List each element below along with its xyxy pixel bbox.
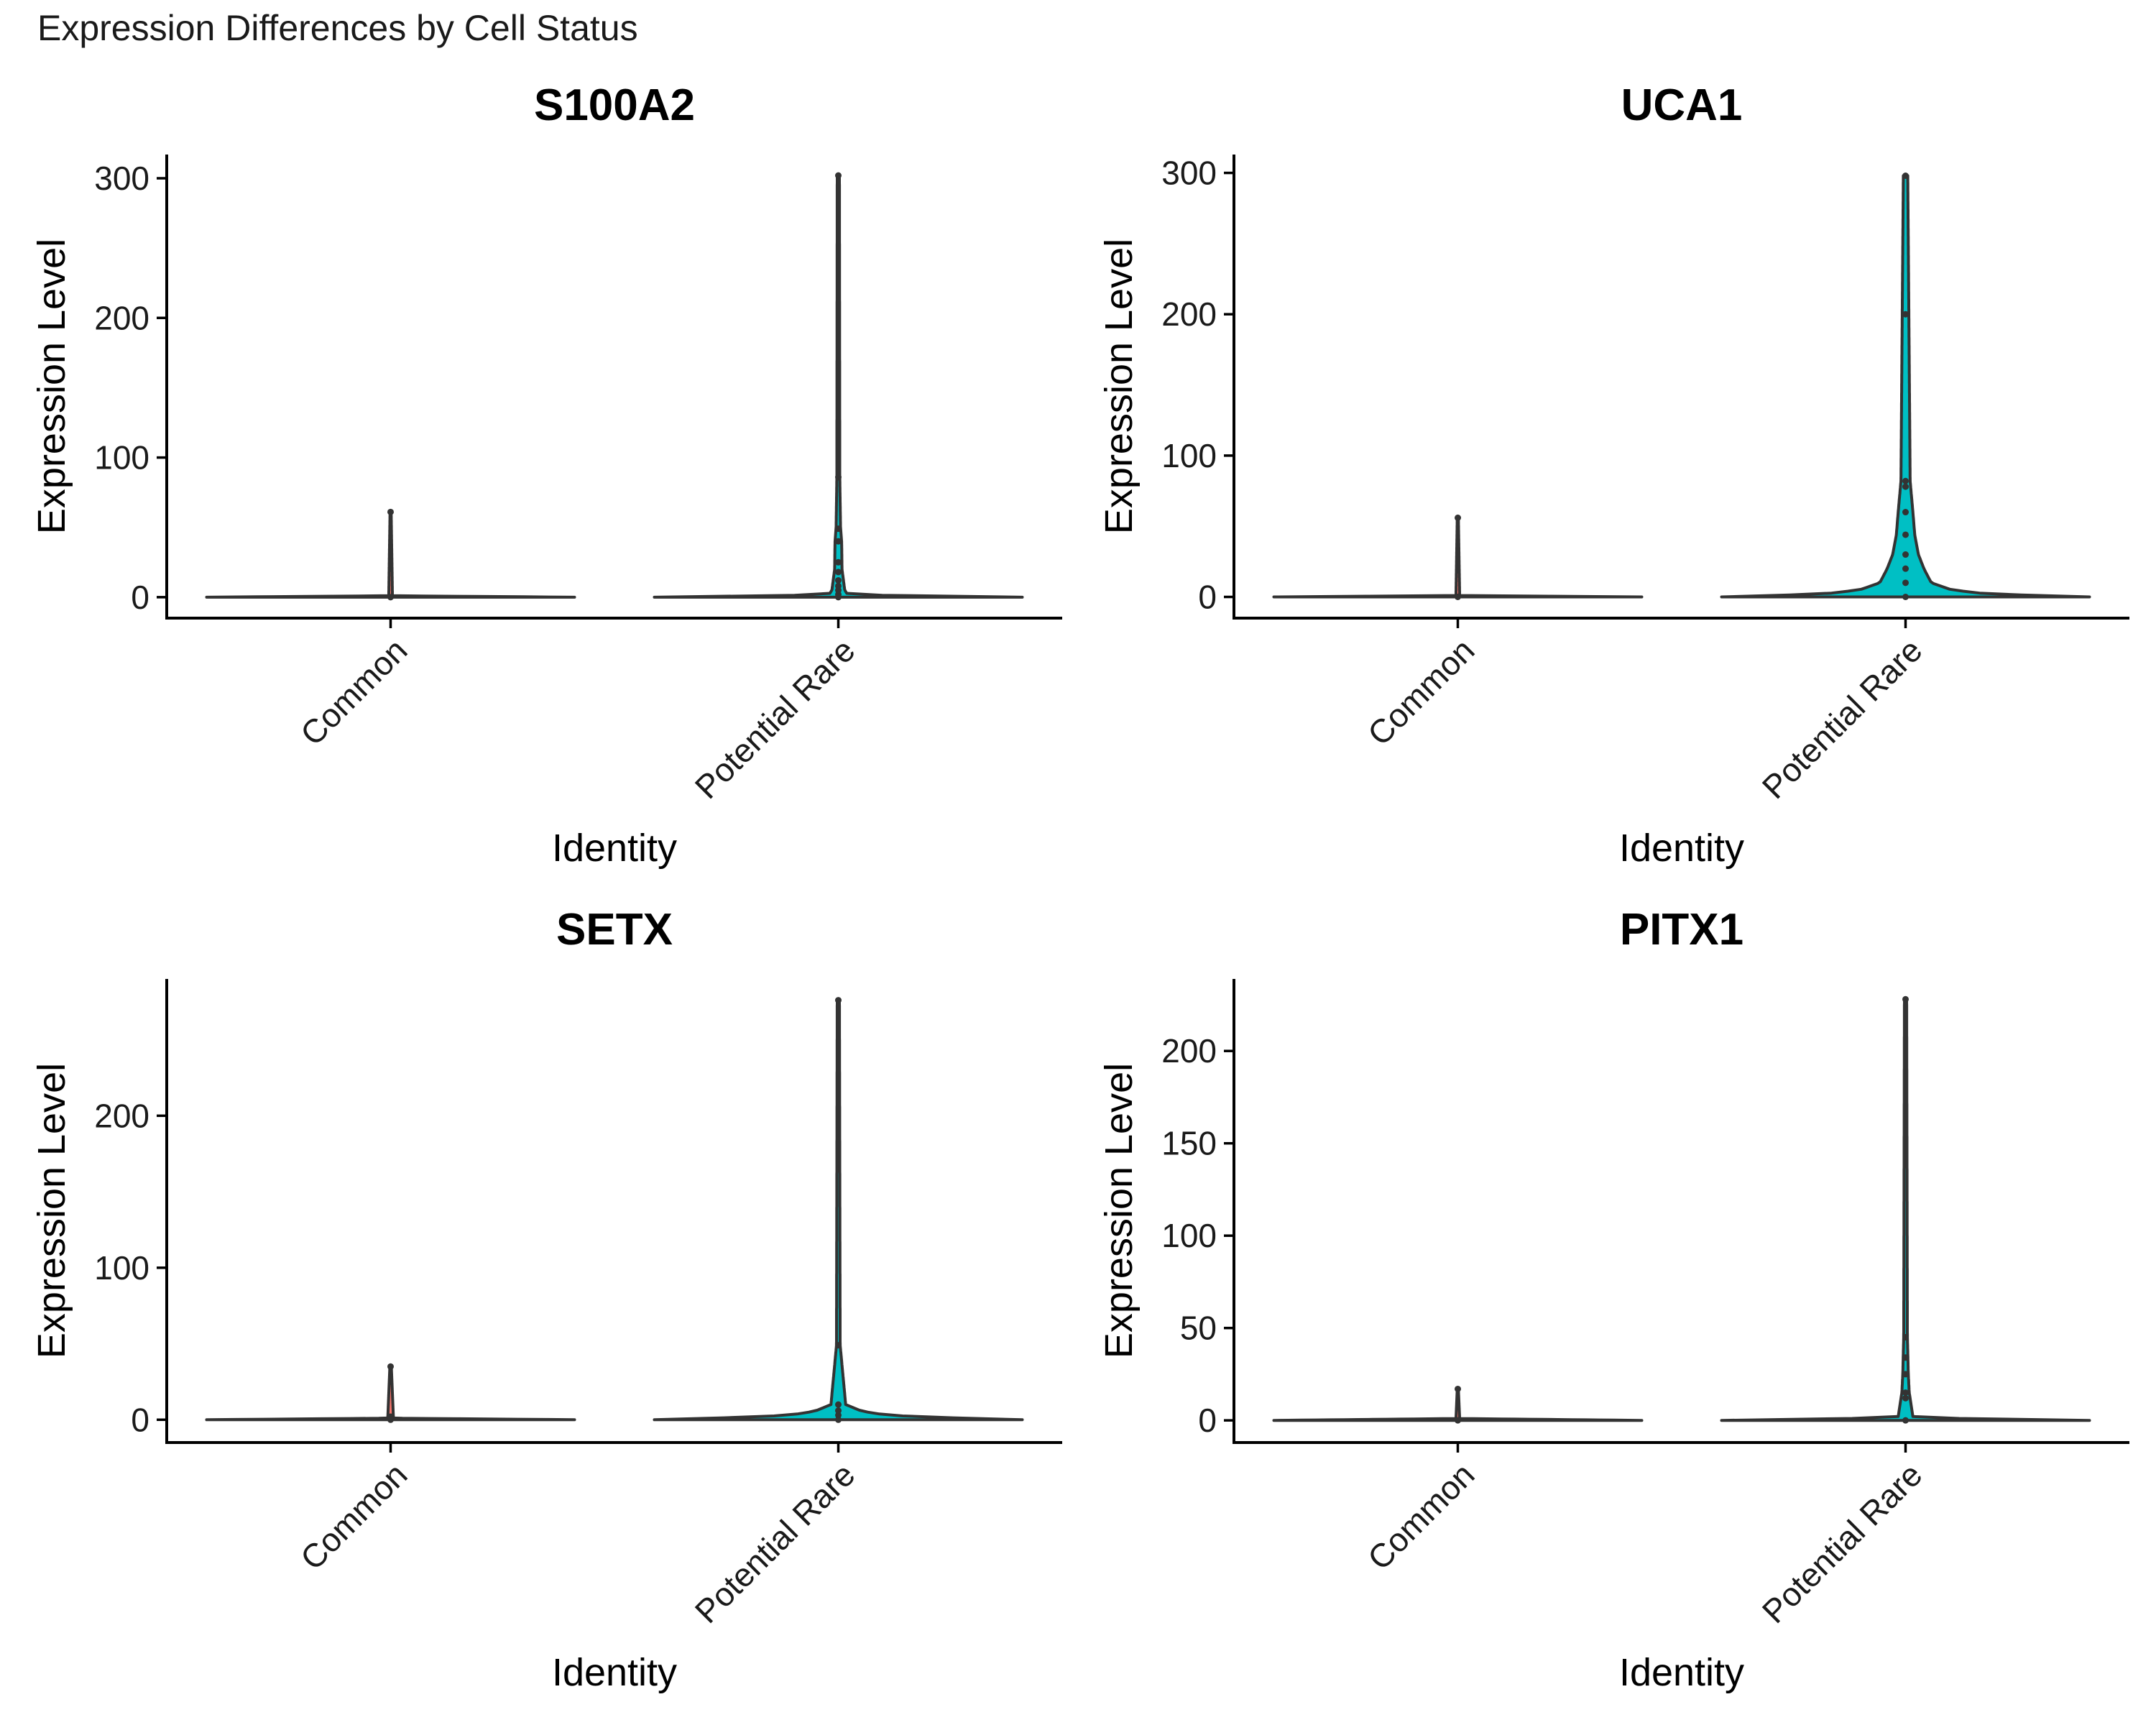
data-point	[387, 508, 394, 515]
violin-common	[205, 1365, 576, 1422]
data-point	[835, 569, 842, 576]
data-point	[1902, 1334, 1909, 1341]
y-tick-label: 200	[94, 299, 149, 336]
panel-pitx1: PITX1 0 50 100 150 200 Expression Level Common P…	[1097, 905, 2129, 1694]
x-tick-label: Common	[1360, 1455, 1482, 1577]
y-tick-label: 300	[1161, 155, 1217, 192]
panel-s100a2: S100A2 0 100 200 300 Expression Level Common Po…	[30, 80, 1062, 870]
x-tick-label: Potential Rare	[688, 631, 862, 806]
data-point	[835, 558, 842, 566]
y-tick-label: 100	[94, 1249, 149, 1287]
data-point	[835, 577, 842, 584]
data-point	[1902, 310, 1909, 318]
data-point	[835, 582, 842, 589]
data-point	[1902, 551, 1909, 558]
y-tick-label: 50	[1180, 1310, 1217, 1347]
data-point	[1455, 1417, 1461, 1424]
data-point	[1902, 1417, 1909, 1424]
panel-title: S100A2	[534, 80, 695, 130]
data-point	[1902, 579, 1909, 586]
panel-setx: SETX 0 100 200 Expression Level Common Potenti…	[30, 905, 1062, 1694]
y-tick-label: 100	[94, 439, 149, 477]
data-point	[1902, 1371, 1909, 1378]
x-tick-label: Potential Rare	[688, 1455, 862, 1630]
violin-common	[1272, 516, 1644, 599]
y-tick-label: 300	[94, 160, 149, 197]
data-point	[835, 1407, 842, 1414]
y-tick-label: 150	[1161, 1125, 1217, 1162]
y-tick-label: 0	[131, 579, 149, 616]
data-point	[1902, 1354, 1909, 1361]
data-point	[1902, 477, 1909, 484]
y-tick-label: 100	[1161, 1217, 1217, 1254]
data-point	[1902, 594, 1909, 601]
data-point	[387, 1413, 394, 1420]
x-tick-label: Potential Rare	[1755, 1455, 1930, 1630]
y-tick-label: 0	[1198, 1402, 1217, 1439]
violin-common	[205, 510, 576, 599]
y-tick-label: 0	[131, 1401, 149, 1438]
y-axis-label: Expression Level	[30, 239, 73, 534]
data-point	[1902, 531, 1909, 538]
y-tick-label: 200	[94, 1097, 149, 1134]
x-axis-label: Identity	[552, 827, 677, 870]
y-tick-label: 200	[1161, 1032, 1217, 1070]
panel-title: UCA1	[1621, 80, 1743, 130]
x-axis-label: Identity	[1619, 1651, 1744, 1694]
data-point	[1455, 1385, 1461, 1392]
data-point	[835, 525, 842, 533]
y-axis-label: Expression Level	[1097, 239, 1141, 534]
y-axis-label: Expression Level	[30, 1063, 73, 1358]
data-point	[1902, 509, 1909, 516]
data-point	[1902, 172, 1909, 179]
panel-uca1: UCA1 0 100 200 300 Expression Level Common Pote…	[1097, 80, 2129, 870]
figure-title: Expression Differences by Cell Status	[37, 8, 638, 48]
data-point	[835, 997, 842, 1004]
y-tick-label: 0	[1198, 579, 1217, 616]
x-axis-label: Identity	[552, 1651, 677, 1694]
data-point	[835, 172, 842, 179]
data-point	[1455, 514, 1461, 521]
data-point	[387, 594, 394, 601]
panel-title: PITX1	[1620, 905, 1743, 954]
data-point	[1455, 594, 1461, 601]
violin-common	[1272, 1387, 1644, 1422]
violin-potential-rare	[653, 998, 1024, 1422]
data-point	[1902, 565, 1909, 572]
x-axis-label: Identity	[1619, 827, 1744, 870]
data-point	[835, 538, 842, 545]
x-tick-label: Potential Rare	[1755, 631, 1930, 806]
data-point	[387, 1363, 394, 1370]
data-point	[835, 1416, 842, 1423]
data-point	[1902, 1394, 1909, 1402]
panel-title: SETX	[556, 905, 673, 954]
y-tick-label: 100	[1161, 437, 1217, 474]
data-point	[835, 1342, 842, 1349]
x-tick-label: Common	[293, 1455, 415, 1577]
violin-potential-rare	[653, 174, 1024, 599]
data-point	[835, 1401, 842, 1408]
x-tick-label: Common	[293, 631, 415, 753]
data-point	[1902, 1389, 1909, 1397]
y-axis-label: Expression Level	[1097, 1063, 1141, 1358]
y-tick-label: 200	[1161, 295, 1217, 333]
data-point	[1902, 483, 1909, 490]
data-point	[1902, 995, 1909, 1003]
data-point	[835, 1412, 842, 1419]
x-tick-label: Common	[1360, 631, 1482, 753]
data-point	[835, 474, 842, 481]
